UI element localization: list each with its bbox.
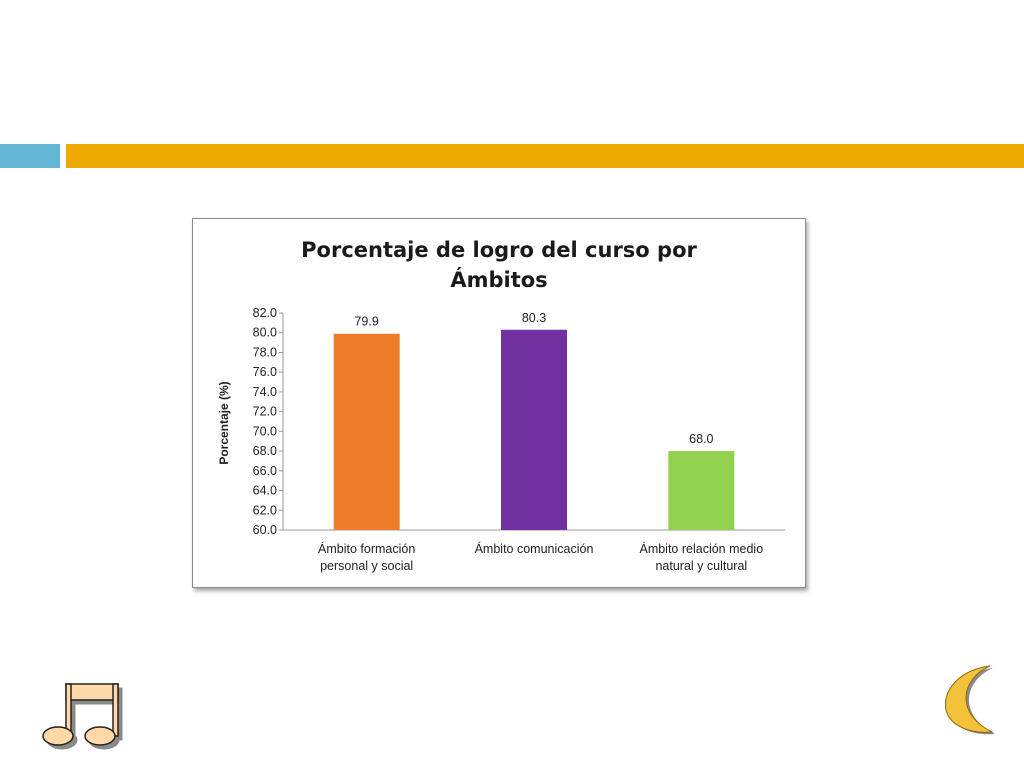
bar [668, 451, 735, 530]
category-label: natural y cultural [655, 559, 747, 573]
crescent-moon-icon [944, 665, 995, 735]
music-note-icon [42, 683, 123, 750]
y-tick-label: 72.0 [253, 405, 277, 419]
y-tick-label: 66.0 [253, 464, 277, 478]
y-tick-label: 64.0 [253, 484, 277, 498]
y-tick-label: 80.0 [253, 326, 277, 340]
y-tick-label: 68.0 [253, 444, 277, 458]
y-axis-label: Porcentaje (%) [217, 381, 231, 464]
y-tick-label: 78.0 [253, 345, 277, 359]
accent-bar-right [66, 144, 1024, 168]
data-label: 80.3 [522, 311, 546, 325]
category-label: Ámbito relación medio [639, 541, 763, 556]
y-tick-label: 82.0 [253, 306, 277, 320]
y-tick-label: 70.0 [253, 424, 277, 438]
bar [501, 329, 567, 530]
y-tick-label: 74.0 [253, 385, 277, 399]
category-label: Ámbito comunicación [475, 541, 594, 556]
data-label: 79.9 [354, 315, 378, 329]
bar-chart: Porcentaje de logro del curso por Ámbito… [217, 238, 785, 573]
y-tick-label: 76.0 [253, 365, 277, 379]
y-tick-label: 60.0 [253, 523, 277, 537]
chart-title-line-2: Ámbitos [450, 267, 547, 292]
chart-title-line-1: Porcentaje de logro del curso por [301, 238, 697, 262]
category-label: personal y social [320, 559, 413, 573]
bar [333, 333, 400, 530]
data-label: 68.0 [689, 432, 713, 446]
accent-bar-left [0, 144, 60, 168]
chart-panel: Porcentaje de logro del curso por Ámbito… [192, 218, 806, 588]
y-tick-label: 62.0 [253, 503, 277, 517]
category-label: Ámbito formación [318, 541, 415, 556]
